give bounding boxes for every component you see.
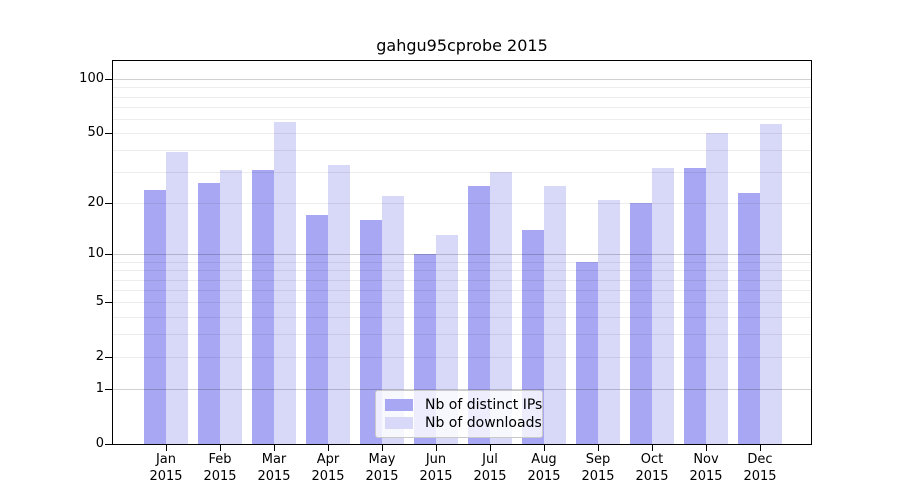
y-tick-label: 0 [95,436,104,451]
x-axis-tick [544,445,545,451]
x-axis-tick [436,445,437,451]
bar-downloads-sep [598,200,620,444]
gridline-minor [113,133,811,134]
x-tick-label: Nov 2015 [689,452,723,484]
legend-label-distinct-ips: Nb of distinct IPs [425,397,543,413]
gridline-minor [113,172,811,173]
gridline-minor [113,119,811,120]
y-axis-tick [105,444,112,445]
gridline-minor [113,290,811,291]
bar-ips-jan [144,190,166,444]
gridline-minor [113,87,811,88]
bar-downloads-apr [328,165,350,444]
bar-ips-sep [576,262,598,444]
gridline-major [113,389,811,390]
y-tick-label: 5 [95,294,104,309]
gridline-minor [113,203,811,204]
bar-downloads-feb [220,170,242,444]
gridline-major [113,254,811,255]
x-axis-tick [706,445,707,451]
gridline-minor [113,262,811,263]
bar-downloads-oct [652,168,674,444]
x-axis-tick [490,445,491,451]
bar-downloads-aug [544,186,566,444]
bar-ips-dec [738,193,760,444]
gridline-minor [113,97,811,98]
bar-ips-feb [198,183,220,444]
legend: Nb of distinct IPs Nb of downloads [375,390,543,438]
gridline-minor [113,334,811,335]
y-axis-tick [105,357,112,358]
x-axis-tick [166,445,167,451]
bar-ips-oct [630,203,652,444]
x-tick-label: Oct 2015 [635,452,669,484]
legend-label-downloads: Nb of downloads [425,415,542,431]
x-tick-label: Mar 2015 [257,452,291,484]
bar-ips-nov [684,168,706,444]
y-axis-tick [105,79,112,80]
x-axis-tick [382,445,383,451]
y-tick-label: 20 [87,195,104,210]
gridline-minor [113,357,811,358]
legend-swatch-downloads [385,417,413,429]
gridline-minor [113,280,811,281]
chart-title: gahgu95cprobe 2015 [376,36,548,55]
y-axis-tick [105,302,112,303]
bar-downloads-jan [166,152,188,444]
x-axis-tick [274,445,275,451]
y-axis-tick [105,203,112,204]
y-tick-label: 50 [87,125,104,140]
gridline-minor [113,150,811,151]
gridline-minor [113,270,811,271]
x-axis-tick [652,445,653,451]
plot-area [112,60,812,445]
x-axis-tick [760,445,761,451]
bar-downloads-may [382,196,404,444]
x-tick-label: May 2015 [365,452,399,484]
y-tick-label: 1 [95,381,104,396]
x-axis-tick [328,445,329,451]
y-tick-label: 2 [95,349,104,364]
y-axis-tick [105,389,112,390]
x-tick-label: Feb 2015 [203,452,237,484]
x-tick-label: Sep 2015 [581,452,615,484]
gridline-minor [113,107,811,108]
x-axis-tick [220,445,221,451]
bar-ips-mar [252,170,274,444]
y-tick-label: 100 [79,71,104,86]
legend-swatch-distinct-ips [385,399,413,411]
x-tick-label: Dec 2015 [743,452,777,484]
x-tick-label: Jun 2015 [419,452,453,484]
bar-downloads-nov [706,133,728,444]
bar-downloads-jul [490,172,512,444]
bar-downloads-dec [760,124,782,444]
gridline-minor [113,317,811,318]
legend-entry-distinct-ips: Nb of distinct IPs [385,397,542,413]
y-axis-tick [105,254,112,255]
y-tick-label: 10 [87,246,104,261]
x-tick-label: Jan 2015 [149,452,183,484]
x-tick-label: Aug 2015 [527,452,561,484]
bar-ips-apr [306,215,328,444]
bar-downloads-mar [274,122,296,444]
x-tick-label: Apr 2015 [311,452,345,484]
bar-ips-jul [468,186,490,444]
legend-entry-downloads: Nb of downloads [385,415,542,431]
x-axis-tick [598,445,599,451]
gridline-major [113,79,811,80]
y-axis-tick [105,133,112,134]
bar-ips-may [360,220,382,444]
x-tick-label: Jul 2015 [473,452,507,484]
gridline-minor [113,302,811,303]
